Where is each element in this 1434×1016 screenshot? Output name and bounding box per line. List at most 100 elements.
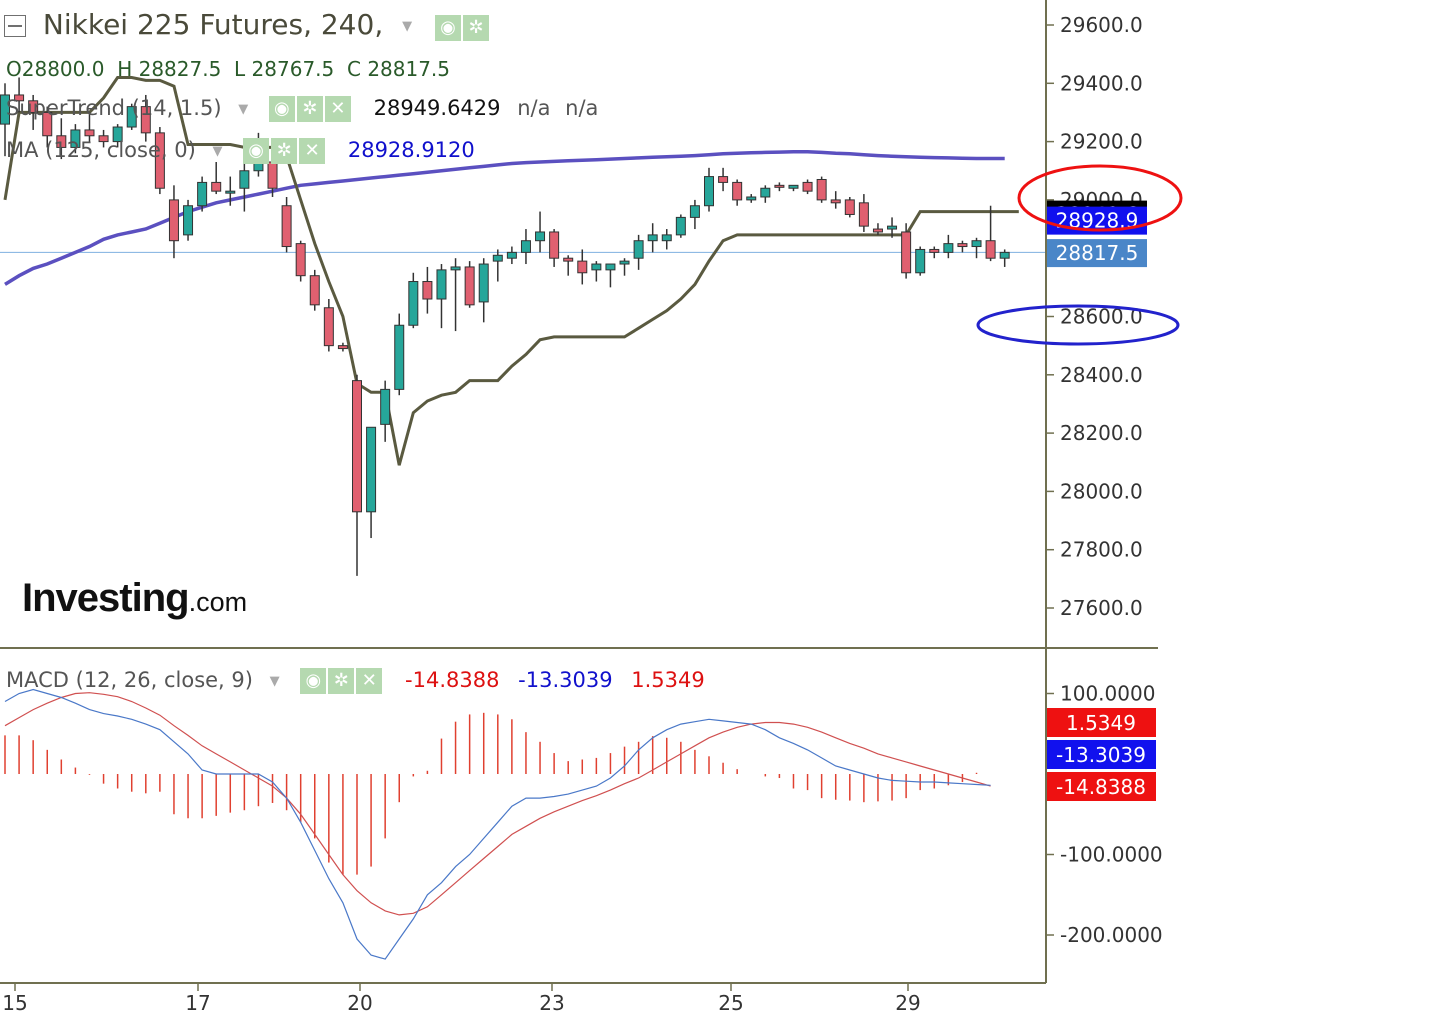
price-tick-label: 28000.0: [1060, 479, 1143, 503]
macd-badge: 1.5349: [1047, 708, 1156, 737]
candle: [295, 240, 306, 282]
supertrend-dropdown-icon[interactable]: ▼: [238, 101, 249, 117]
macd-tick-label: 100.0000: [1060, 682, 1155, 706]
candle: [14, 77, 25, 113]
candle-body: [957, 243, 968, 248]
candle: [0, 83, 10, 157]
candle: [281, 196, 292, 253]
candle-body: [774, 184, 785, 188]
settings-icon[interactable]: ✲: [463, 14, 490, 41]
candle-body: [98, 135, 109, 143]
date-tick-label: 15: [2, 991, 27, 1015]
candle: [605, 263, 616, 288]
candle-body: [464, 266, 475, 306]
candle-body: [309, 275, 320, 306]
candle: [718, 167, 729, 192]
visibility-icon[interactable]: ◉: [435, 14, 462, 41]
macd-visibility-icon[interactable]: ◉: [300, 668, 327, 694]
ohlc-row: O28800.0 H 28827.5 L 28767.5 C 28817.5: [6, 57, 450, 81]
candle: [746, 194, 757, 203]
ohlc-high-label: H: [117, 57, 133, 81]
ma-value: 28928.9120: [347, 138, 475, 162]
macd-badge: -14.8388: [1047, 772, 1156, 801]
candle: [985, 205, 996, 262]
candle: [464, 261, 475, 308]
macd-toolbar: ◉ ✲ ✕: [300, 668, 384, 694]
investing-logo: Investing.com: [22, 576, 247, 621]
supertrend-na-1: n/a: [517, 96, 551, 120]
candle-body: [830, 199, 841, 204]
candle: [337, 342, 348, 352]
macd-dropdown-icon[interactable]: ▼: [269, 673, 280, 689]
candle: [492, 249, 503, 282]
candle: [971, 237, 982, 259]
candle: [535, 211, 546, 253]
candle: [872, 223, 883, 235]
price-tick-label: 27600.0: [1060, 596, 1143, 620]
supertrend-value: 28949.6429: [373, 96, 501, 120]
macd-tick-label: -200.0000: [1060, 923, 1163, 947]
candle-body: [42, 111, 53, 137]
candle-body: [56, 135, 67, 148]
candle: [774, 182, 785, 192]
candle-body: [535, 231, 546, 242]
candle-body: [436, 269, 447, 300]
candle-body: [478, 263, 489, 303]
macd-badge-label: 1.5349: [1066, 711, 1136, 735]
ohlc-high: 28827.5: [138, 57, 222, 81]
candle: [957, 240, 968, 253]
candle: [915, 246, 926, 276]
candle-body: [225, 190, 236, 194]
candle: [380, 380, 391, 442]
macd-label: MACD (12, 26, close, 9): [6, 668, 253, 692]
candle: [929, 246, 940, 259]
macd-close-icon[interactable]: ✕: [356, 668, 383, 694]
candle-body: [788, 184, 799, 189]
candle: [56, 118, 67, 160]
candle: [323, 299, 334, 352]
macd-legend: MACD (12, 26, close, 9) ▼ ◉ ✲ ✕ -14.8388 -…: [6, 668, 705, 694]
candle: [126, 103, 137, 130]
candle-body: [380, 388, 391, 425]
price-tick-label: 29200.0: [1060, 130, 1143, 154]
ma-settings-icon[interactable]: ✲: [271, 138, 298, 164]
ma-close-icon[interactable]: ✕: [299, 138, 326, 164]
candle: [112, 124, 123, 148]
candle: [788, 184, 799, 192]
candle: [943, 234, 954, 259]
candle-body: [239, 170, 250, 189]
collapse-icon[interactable]: [4, 15, 26, 37]
supertrend-close-icon[interactable]: ✕: [324, 96, 351, 122]
candle-body: [816, 178, 827, 201]
candle-body: [633, 240, 644, 259]
candle-body: [168, 199, 179, 242]
candle: [478, 258, 489, 323]
candle: [366, 426, 377, 539]
price-tick-label: 29600.0: [1060, 13, 1143, 37]
candle-body: [591, 263, 602, 271]
candle-body: [197, 181, 208, 207]
ma-visibility-icon[interactable]: ◉: [243, 138, 270, 164]
candle-body: [140, 106, 151, 134]
candle: [830, 191, 841, 209]
candle-body: [549, 231, 560, 259]
candle-body: [295, 243, 306, 277]
supertrend-settings-icon[interactable]: ✲: [296, 96, 323, 122]
supertrend-visibility-icon[interactable]: ◉: [268, 96, 295, 122]
ma-toolbar: ◉ ✲ ✕: [243, 138, 327, 164]
candle-body: [520, 240, 531, 253]
candle-body: [887, 225, 898, 230]
candle-body: [971, 240, 982, 248]
candle: [591, 261, 602, 282]
macd-settings-icon[interactable]: ✲: [328, 668, 355, 694]
candle: [802, 179, 813, 195]
candle: [450, 258, 461, 332]
ma-dropdown-icon[interactable]: ▼: [212, 143, 223, 159]
price-pane: [0, 76, 1046, 576]
title-dropdown-icon[interactable]: ▼: [402, 18, 413, 34]
candle: [675, 214, 686, 238]
candle-body: [675, 216, 686, 236]
candle: [98, 129, 109, 148]
macd-value: -14.8388: [405, 668, 500, 692]
candle: [506, 246, 517, 265]
